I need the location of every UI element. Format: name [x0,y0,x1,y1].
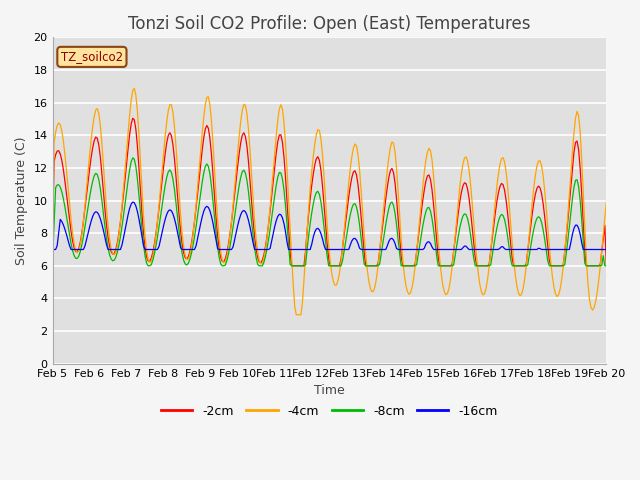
-8cm [116,234,124,240]
-8cm [49,257,56,263]
-16cm [602,247,610,252]
Title: Tonzi Soil CO2 Profile: Open (East) Temperatures: Tonzi Soil CO2 Profile: Open (East) Temp… [128,15,531,33]
-4cm [292,312,300,318]
-8cm [294,263,301,269]
-4cm [116,219,124,225]
Y-axis label: Soil Temperature (C): Soil Temperature (C) [15,136,28,265]
Line: -2cm: -2cm [52,118,606,266]
-2cm [575,147,582,153]
-8cm [217,261,225,267]
-16cm [292,247,300,252]
-2cm [234,163,241,169]
-2cm [243,143,251,149]
-4cm [575,113,582,119]
-4cm [294,312,301,318]
Line: -8cm: -8cm [52,158,606,266]
-4cm [215,236,223,241]
-4cm [234,149,241,155]
-2cm [602,263,610,269]
-8cm [236,182,243,188]
-8cm [244,189,252,194]
-4cm [131,85,138,91]
-8cm [145,263,152,269]
-16cm [116,247,124,252]
-16cm [573,222,581,228]
-2cm [49,229,56,235]
-16cm [129,199,136,205]
-2cm [288,263,296,269]
X-axis label: Time: Time [314,384,345,397]
-4cm [243,111,251,117]
-4cm [602,199,610,204]
-16cm [234,223,241,228]
-8cm [602,263,610,269]
-8cm [575,184,582,190]
-4cm [49,253,56,259]
Text: TZ_soilco2: TZ_soilco2 [61,50,123,63]
-2cm [294,263,301,269]
-2cm [116,219,124,225]
-16cm [243,212,251,218]
-2cm [215,246,223,252]
Legend: -2cm, -4cm, -8cm, -16cm: -2cm, -4cm, -8cm, -16cm [156,400,502,423]
-16cm [49,247,56,252]
-16cm [215,247,223,252]
Line: -16cm: -16cm [52,202,606,250]
Line: -4cm: -4cm [52,88,606,315]
-8cm [129,155,136,161]
-2cm [129,115,136,121]
